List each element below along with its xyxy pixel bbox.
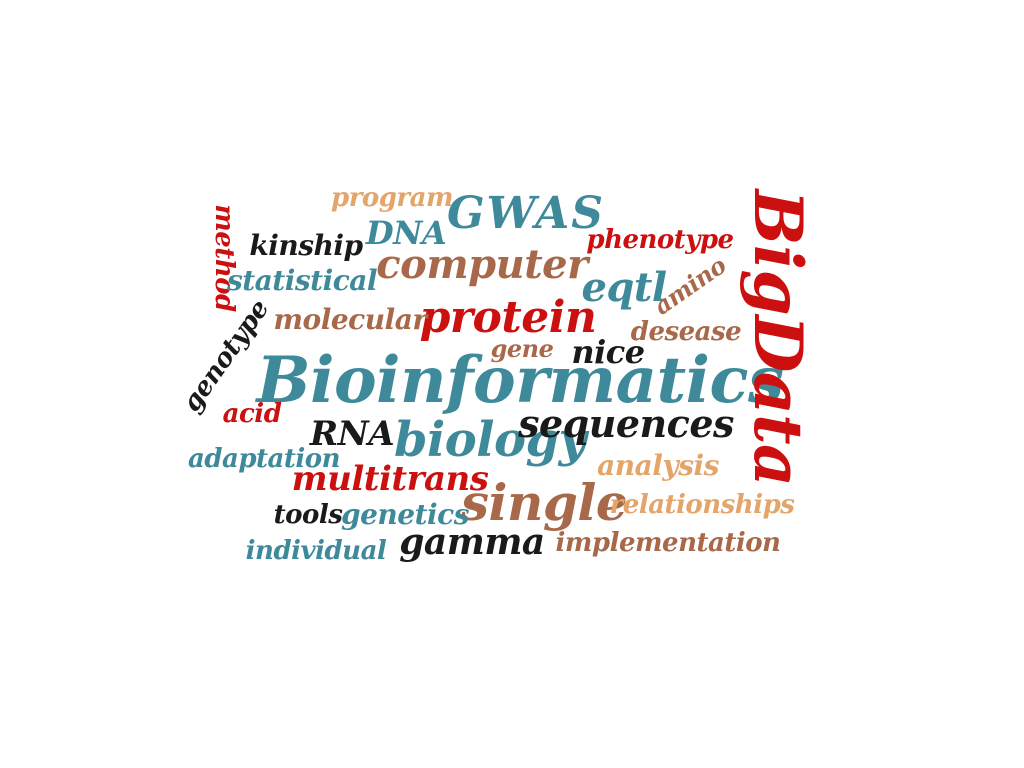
- word-dna: DNA: [365, 214, 447, 252]
- word-desease: desease: [630, 317, 742, 347]
- word-tools: tools: [273, 500, 343, 530]
- word-eqtl: eqtl: [581, 264, 667, 311]
- word-bigdata: BigData: [739, 189, 817, 487]
- word-gamma: gamma: [399, 521, 545, 563]
- word-molecular: molecular: [273, 303, 427, 336]
- word-individual: individual: [245, 536, 387, 566]
- word-statistical: statistical: [226, 264, 378, 297]
- word-biology: biology: [393, 412, 587, 468]
- word-acid: acid: [222, 399, 282, 429]
- word-analysis: analysis: [597, 449, 719, 482]
- word-amino: amino: [648, 250, 732, 321]
- word-protein: protein: [419, 292, 597, 343]
- word-rna: RNA: [309, 414, 395, 454]
- word-computer: computer: [376, 241, 588, 288]
- word-gwas: GWAS: [446, 188, 606, 239]
- word-gene: gene: [490, 334, 554, 363]
- word-implementation: implementation: [555, 528, 781, 558]
- word-single: single: [460, 473, 628, 532]
- word-program: program: [331, 183, 453, 213]
- word-phenotype: phenotype: [586, 225, 734, 255]
- word-genetics: genetics: [341, 498, 469, 531]
- word-adaptation: adaptation: [187, 444, 341, 474]
- word-nice: nice: [571, 333, 645, 371]
- word-relationships: relationships: [609, 490, 795, 520]
- word-multitrans: multitrans: [291, 459, 489, 499]
- word-bioinformatics: Bioinformatics: [256, 343, 784, 418]
- word-kinship: kinship: [249, 229, 363, 262]
- word-sequences: sequences: [518, 401, 734, 446]
